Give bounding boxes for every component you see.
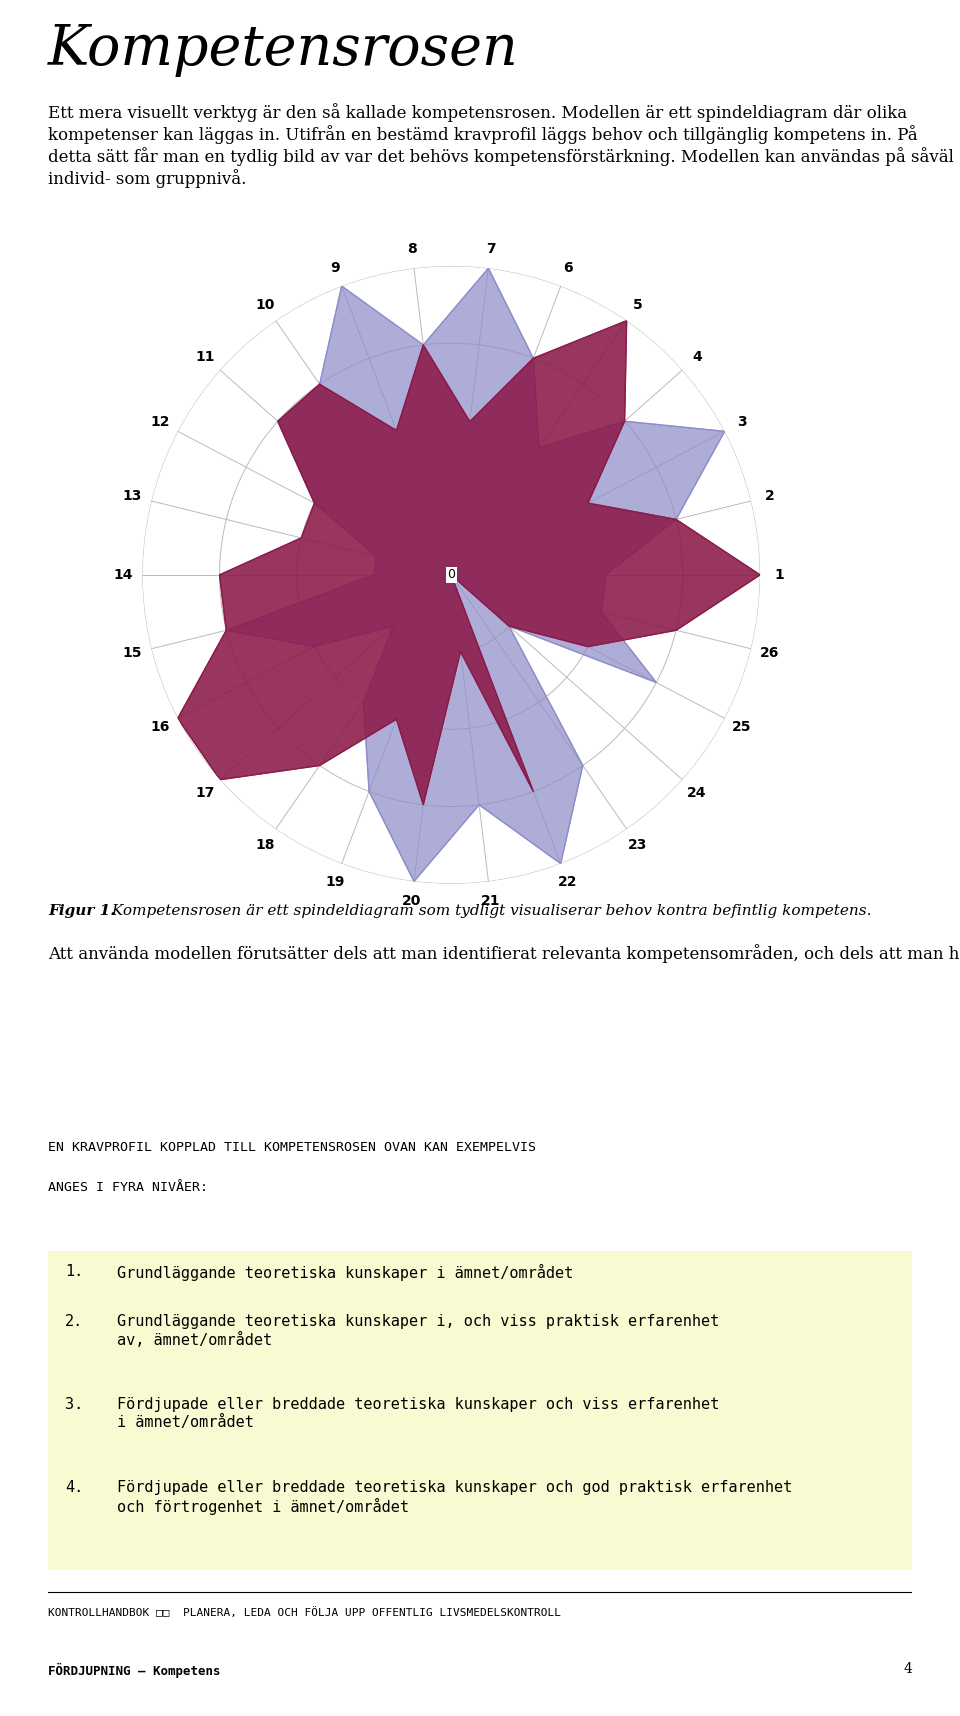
Text: 4: 4 <box>903 1663 912 1677</box>
Text: 2.: 2. <box>65 1314 84 1330</box>
Text: 4.: 4. <box>65 1481 84 1495</box>
Text: EN KRAVPROFIL KOPPLAD TILL KOMPETENSROSEN OVAN KAN EXEMPELVIS: EN KRAVPROFIL KOPPLAD TILL KOMPETENSROSE… <box>48 1141 536 1155</box>
Text: ANGES I FYRA NIVÅER:: ANGES I FYRA NIVÅER: <box>48 1181 208 1194</box>
Text: Ett mera visuellt verktyg är den så kallade kompetensrosen. Modellen är ett spin: Ett mera visuellt verktyg är den så kall… <box>48 103 954 187</box>
Text: Grundläggande teoretiska kunskaper i ämnet/området: Grundläggande teoretiska kunskaper i ämn… <box>117 1263 573 1280</box>
Text: Grundläggande teoretiska kunskaper i, och viss praktisk erfarenhet
av, ämnet/omr: Grundläggande teoretiska kunskaper i, oc… <box>117 1314 719 1347</box>
Text: FÖRDJUPNING – Kompetens: FÖRDJUPNING – Kompetens <box>48 1663 221 1678</box>
Polygon shape <box>227 268 725 882</box>
Text: 3.: 3. <box>65 1397 84 1412</box>
Text: KONTROLLHANDBOK □□  PLANERA, LEDA OCH FÖLJA UPP OFFENTLIG LIVSMEDELSKONTROLL: KONTROLLHANDBOK □□ PLANERA, LEDA OCH FÖL… <box>48 1606 561 1618</box>
Text: Figur 1.: Figur 1. <box>48 904 115 918</box>
Polygon shape <box>178 321 760 805</box>
Text: 0: 0 <box>447 568 455 582</box>
Text: Kompetensrosen är ett spindeldiagram som tydligt visualiserar behov kontra befin: Kompetensrosen är ett spindeldiagram som… <box>107 904 872 918</box>
Text: Kompetensrosen: Kompetensrosen <box>48 22 518 77</box>
FancyBboxPatch shape <box>48 1251 912 1570</box>
Text: Fördjupade eller breddade teoretiska kunskaper och god praktisk erfarenhet
och f: Fördjupade eller breddade teoretiska kun… <box>117 1481 792 1515</box>
Text: 1.: 1. <box>65 1263 84 1278</box>
Text: Att använda modellen förutsätter dels att man identifierat relevanta kompetensom: Att använda modellen förutsätter dels at… <box>48 944 960 963</box>
Text: Fördjupade eller breddade teoretiska kunskaper och viss erfarenhet
i ämnet/områd: Fördjupade eller breddade teoretiska kun… <box>117 1397 719 1429</box>
